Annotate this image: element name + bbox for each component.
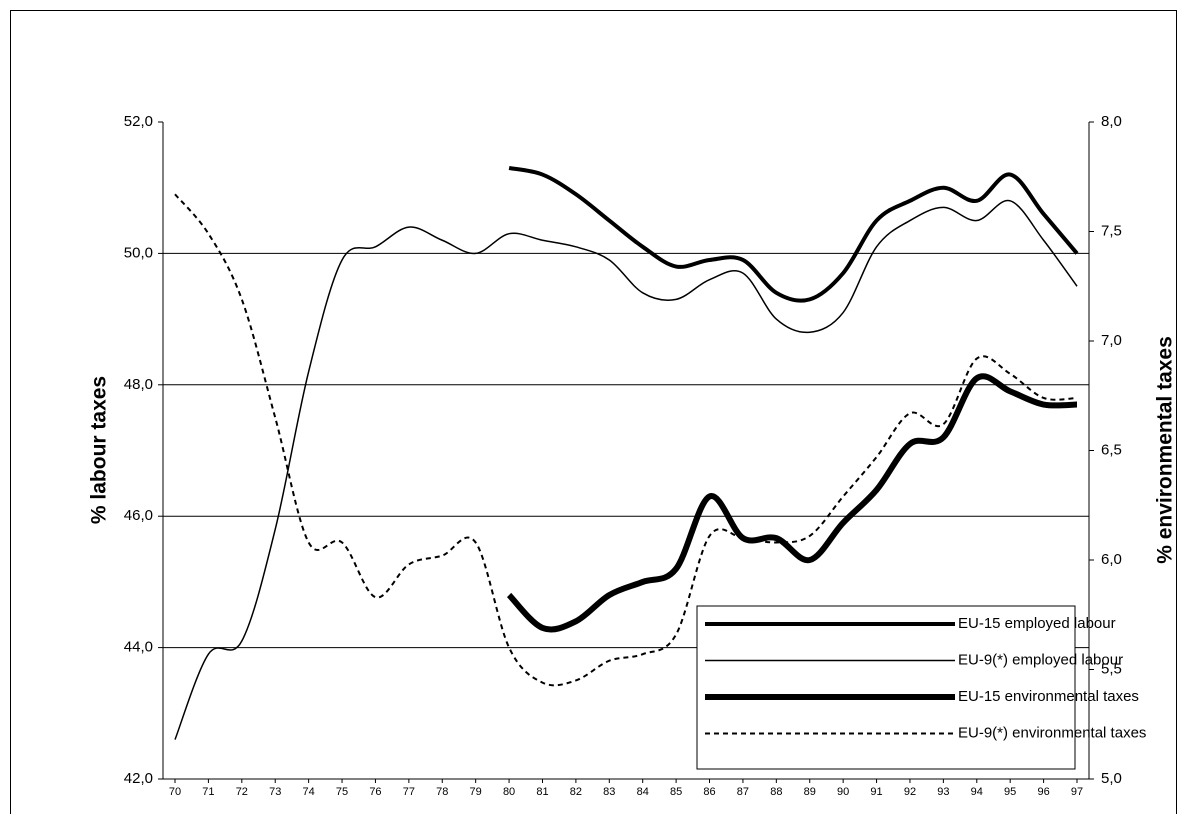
x-tick-label: 76 [369, 786, 381, 798]
y2-tick-label: 6,0 [1101, 551, 1122, 568]
x-tick-label: 80 [503, 786, 515, 798]
y-tick-label: 50,0 [124, 244, 153, 261]
x-tick-label: 79 [470, 786, 482, 798]
y-axis-title: % labour taxes [88, 376, 111, 524]
y-tick-label: 46,0 [124, 507, 153, 524]
x-tick-label: 82 [570, 786, 582, 798]
x-tick-label: 87 [737, 786, 749, 798]
x-tick-label: 96 [1037, 786, 1049, 798]
series-line [174, 199, 1078, 740]
x-tick-label: 71 [202, 786, 214, 798]
series-line [508, 166, 1079, 303]
x-tick-label: 90 [837, 786, 849, 798]
y2-tick-label: 6,5 [1101, 441, 1122, 458]
x-tick-label: 85 [670, 786, 682, 798]
series-line [174, 193, 1078, 687]
x-tick-label: 83 [603, 786, 615, 798]
legend-label: EU-9(*) environmental taxes [958, 724, 1146, 741]
y-tick-label: 48,0 [124, 376, 153, 393]
legend-label: EU-9(*) employed labour [958, 651, 1123, 668]
frame [10, 10, 1177, 814]
legend-box [696, 605, 1076, 770]
y-tick-label: 42,0 [124, 770, 153, 787]
x-tick-label: 92 [904, 786, 916, 798]
legend-label: EU-15 employed labour [958, 615, 1116, 632]
x-tick-label: 93 [937, 786, 949, 798]
x-tick-label: 81 [536, 786, 548, 798]
x-tick-label: 72 [236, 786, 248, 798]
x-tick-label: 74 [303, 786, 315, 798]
x-tick-label: 91 [870, 786, 882, 798]
y2-tick-label: 7,5 [1101, 222, 1122, 239]
y-tick-label: 44,0 [124, 639, 153, 656]
x-tick-label: 75 [336, 786, 348, 798]
x-tick-label: 97 [1071, 786, 1083, 798]
y2-axis-title: % environmental taxes [1154, 336, 1177, 564]
x-tick-label: 73 [269, 786, 281, 798]
legend-label: EU-15 environmental taxes [958, 688, 1139, 705]
y2-tick-label: 5,0 [1101, 770, 1122, 787]
x-tick-label: 95 [1004, 786, 1016, 798]
x-tick-label: 94 [971, 786, 983, 798]
y2-tick-label: 7,0 [1101, 332, 1122, 349]
y-tick-label: 52,0 [124, 113, 153, 130]
x-tick-label: 88 [770, 786, 782, 798]
x-tick-label: 70 [169, 786, 181, 798]
x-tick-label: 86 [703, 786, 715, 798]
x-tick-label: 84 [637, 786, 649, 798]
series-line [506, 373, 1078, 633]
x-tick-label: 89 [804, 786, 816, 798]
x-tick-label: 78 [436, 786, 448, 798]
x-tick-label: 77 [403, 786, 415, 798]
y2-tick-label: 8,0 [1101, 113, 1122, 130]
y2-tick-label: 5,5 [1101, 660, 1122, 677]
